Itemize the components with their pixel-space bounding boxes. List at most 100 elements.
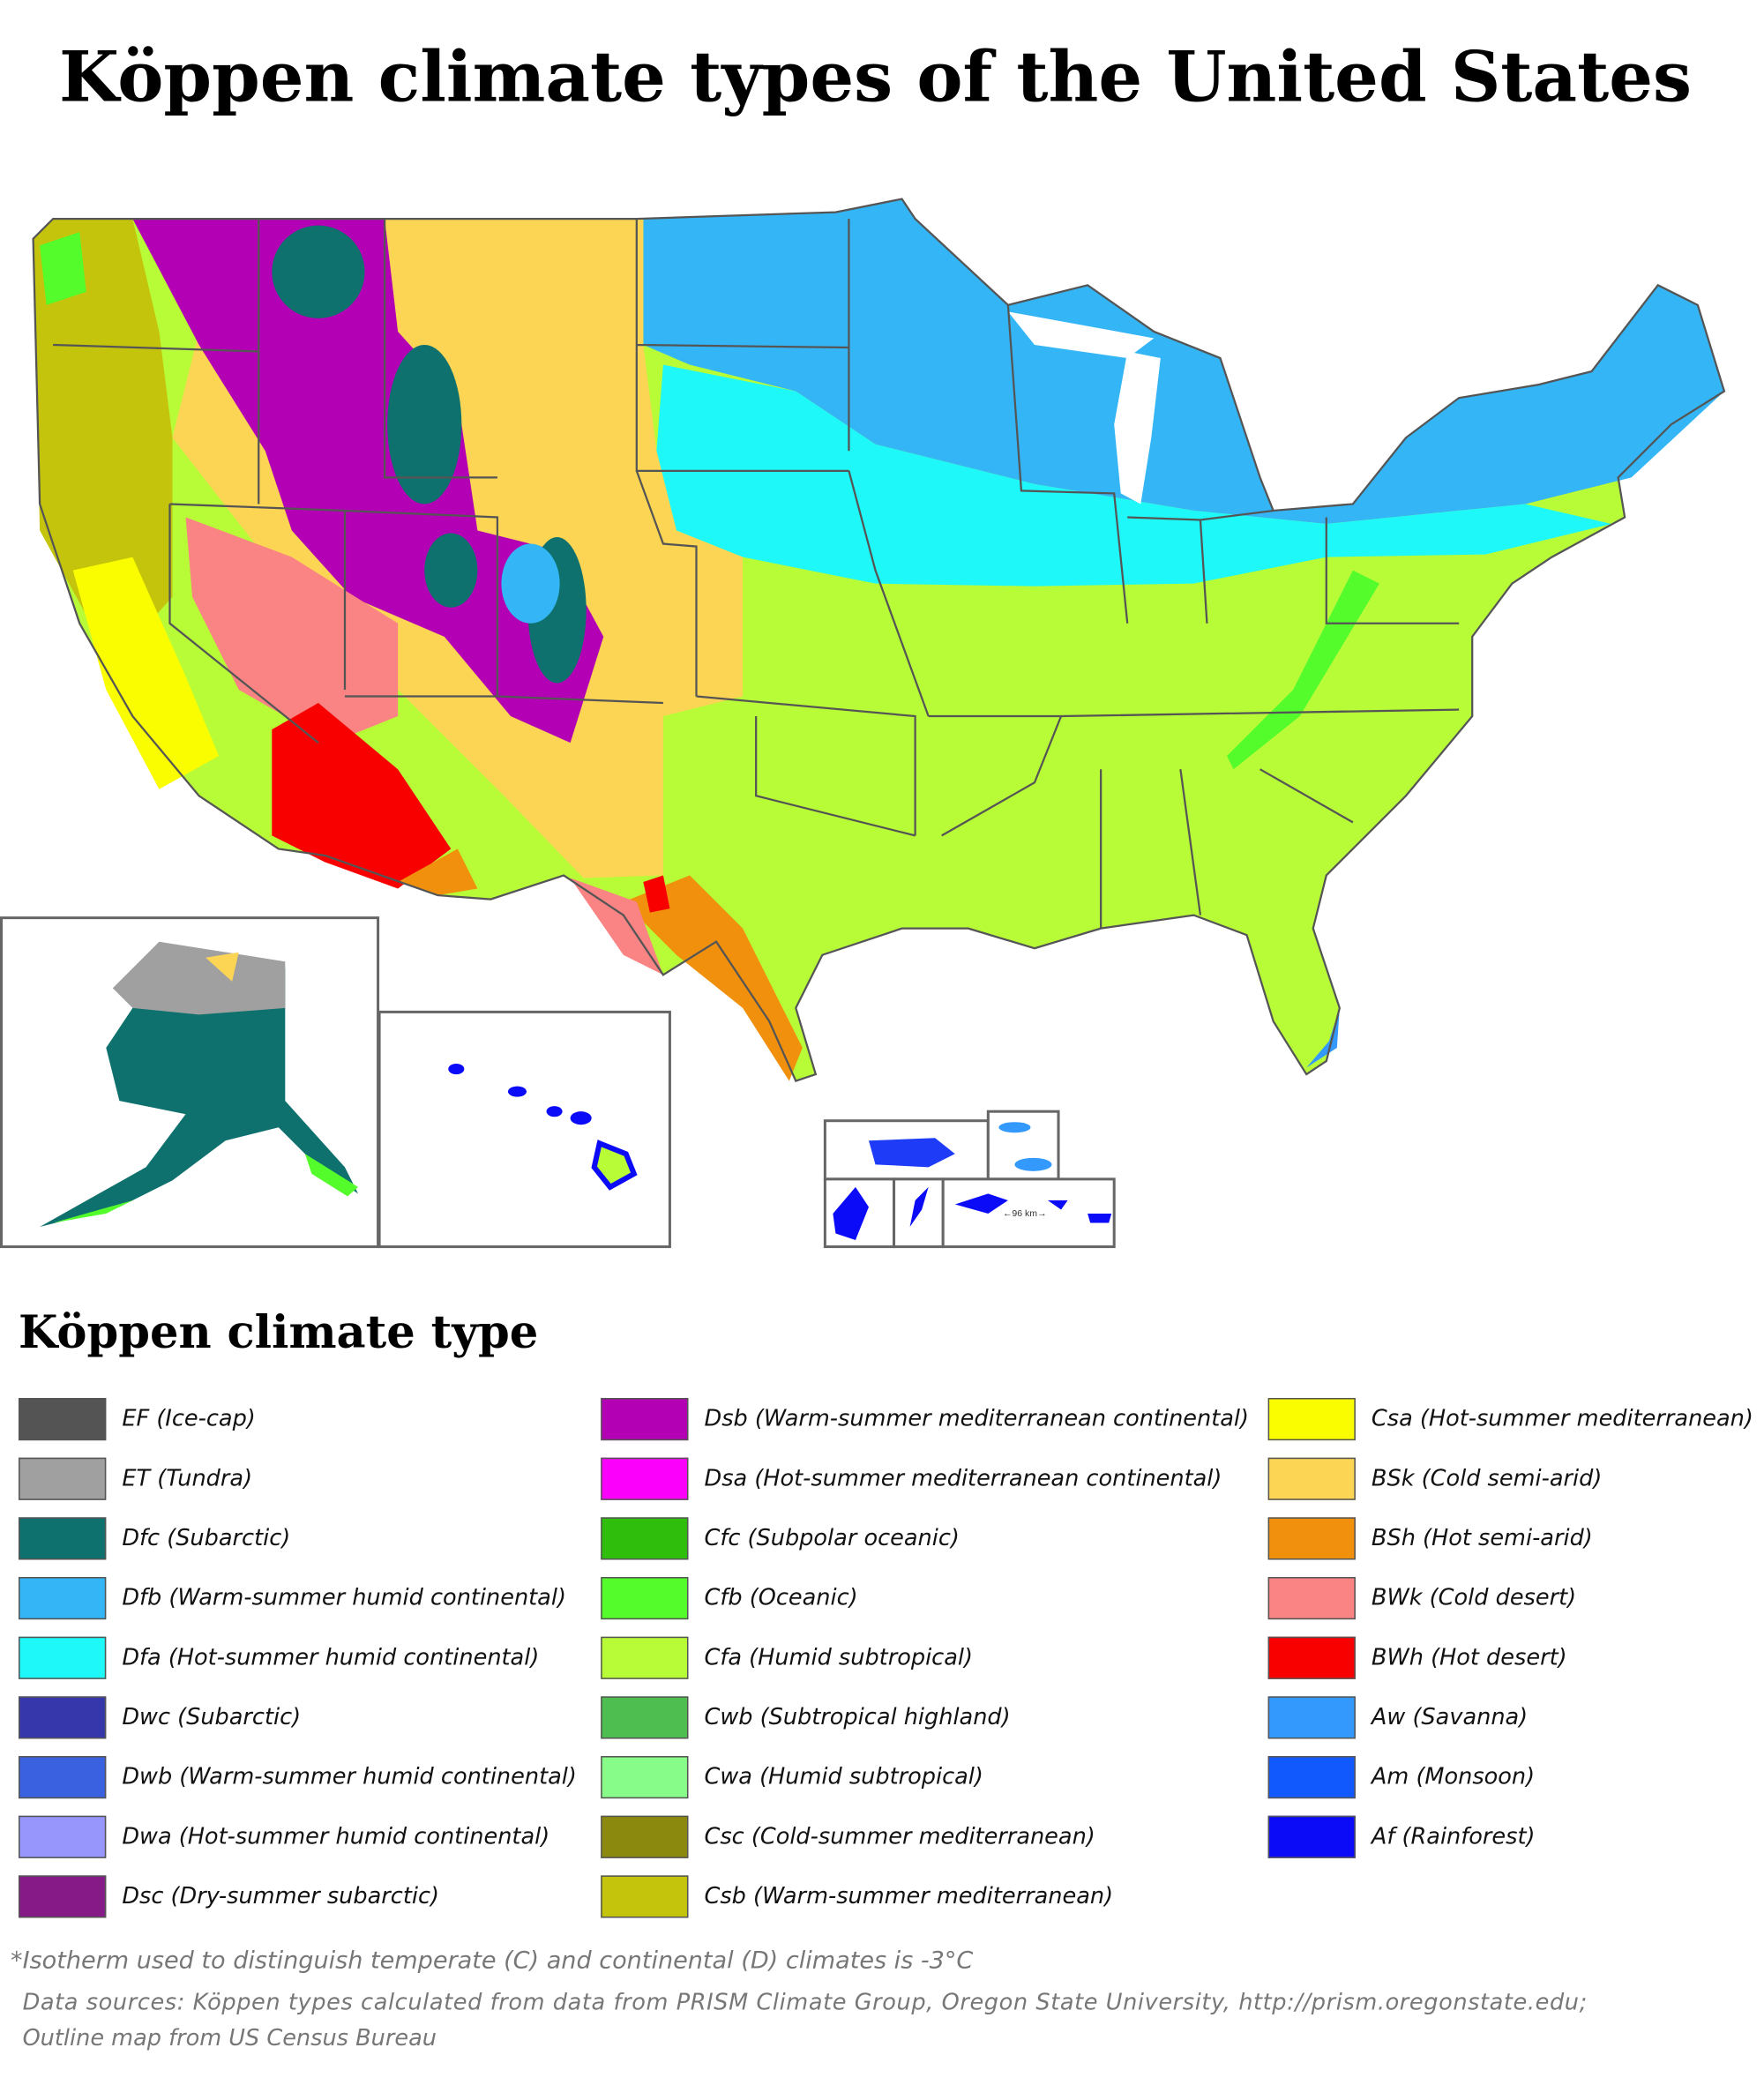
climate-map: ←96 km→ bbox=[0, 198, 1726, 1249]
legend-swatch bbox=[601, 1457, 689, 1500]
legend-item: Cfb (Oceanic) bbox=[601, 1576, 858, 1621]
region-dfc bbox=[272, 225, 365, 318]
legend-label: Dsb (Warm-summer mediterranean continent… bbox=[704, 1406, 1249, 1433]
legend-item: Cwb (Subtropical highland) bbox=[601, 1695, 1011, 1740]
legend-item: Dfb (Warm-summer humid continental) bbox=[19, 1576, 566, 1621]
legend-item: BWk (Cold desert) bbox=[1267, 1576, 1577, 1621]
legend-swatch bbox=[1267, 1756, 1356, 1799]
legend-label: Aw (Savanna) bbox=[1371, 1704, 1529, 1731]
legend-item: Aw (Savanna) bbox=[1267, 1695, 1529, 1740]
region-dfa bbox=[656, 364, 1612, 587]
legend-swatch bbox=[1267, 1398, 1356, 1441]
lake-superior bbox=[1007, 311, 1155, 359]
legend-swatch bbox=[1267, 1517, 1356, 1560]
region-dfb bbox=[643, 198, 1724, 525]
legend-item: Cfa (Humid subtropical) bbox=[601, 1635, 973, 1680]
legend-label: Am (Monsoon) bbox=[1371, 1764, 1536, 1791]
legend-swatch bbox=[601, 1696, 689, 1739]
region-bwh-tx bbox=[643, 875, 670, 913]
legend-label: ET (Tundra) bbox=[122, 1465, 253, 1492]
legend-item: BSk (Cold semi-arid) bbox=[1267, 1456, 1603, 1501]
region-csb bbox=[33, 219, 173, 663]
legend-label: EF (Ice-cap) bbox=[122, 1406, 256, 1433]
legend-label: Dsa (Hot-summer mediterranean continenta… bbox=[704, 1465, 1222, 1492]
lake-michigan bbox=[1114, 351, 1161, 504]
legend-item: Dwa (Hot-summer humid continental) bbox=[19, 1814, 549, 1859]
footnote: *Isotherm used to distinguish temperate … bbox=[11, 1947, 974, 1976]
legend-label: Dsc (Dry-summer subarctic) bbox=[122, 1883, 439, 1910]
alaska-et bbox=[112, 941, 286, 1015]
legend-swatch bbox=[19, 1696, 107, 1739]
legend-swatch bbox=[19, 1457, 107, 1500]
state-borders bbox=[32, 198, 1726, 1082]
legend-label: Dwc (Subarctic) bbox=[122, 1704, 302, 1731]
region-bwh bbox=[272, 703, 452, 889]
sources-line-1: Data sources: Köppen types calculated fr… bbox=[22, 1989, 1588, 2016]
legend-swatch bbox=[601, 1398, 689, 1441]
legend-item: Dsc (Dry-summer subarctic) bbox=[19, 1874, 439, 1919]
alaska-inset bbox=[0, 916, 380, 1249]
contiguous-us bbox=[32, 198, 1726, 1082]
legend-label: Cwa (Humid subtropical) bbox=[704, 1764, 983, 1791]
legend-item: Dwc (Subarctic) bbox=[19, 1695, 301, 1740]
legend-label: Csb (Warm-summer mediterranean) bbox=[704, 1883, 1114, 1910]
legend-label: BSk (Cold semi-arid) bbox=[1371, 1465, 1603, 1492]
region-bsh bbox=[398, 848, 803, 1081]
legend-item: Af (Rainforest) bbox=[1267, 1814, 1536, 1859]
region-cfb bbox=[40, 232, 86, 305]
legend-item: ET (Tundra) bbox=[19, 1456, 252, 1501]
alaska-bsk bbox=[206, 952, 239, 982]
alaska-dfc bbox=[40, 968, 359, 1228]
legend-label: Cfb (Oceanic) bbox=[704, 1585, 858, 1612]
legend-item: Cwa (Humid subtropical) bbox=[601, 1755, 983, 1800]
legend-swatch bbox=[601, 1636, 689, 1679]
legend-item: BWh (Hot desert) bbox=[1267, 1635, 1567, 1680]
legend-item: Cfc (Subpolar oceanic) bbox=[601, 1516, 960, 1561]
legend-swatch bbox=[1267, 1457, 1356, 1500]
scale-label: ←96 km→ bbox=[1003, 1208, 1047, 1219]
legend-swatch bbox=[19, 1875, 107, 1918]
legend-item: Dfa (Hot-summer humid continental) bbox=[19, 1635, 539, 1680]
legend-swatch bbox=[19, 1517, 107, 1560]
legend-item: Dfc (Subarctic) bbox=[19, 1516, 290, 1561]
territories-inset: ←96 km→ bbox=[823, 1110, 1116, 1249]
region-bwk-tx bbox=[570, 878, 663, 975]
legend-swatch bbox=[601, 1756, 689, 1799]
legend-label: BSh (Hot semi-arid) bbox=[1371, 1525, 1593, 1552]
sources-line-2: Outline map from US Census Bureau bbox=[22, 2025, 437, 2052]
legend-swatch bbox=[19, 1398, 107, 1441]
legend-swatch bbox=[601, 1517, 689, 1560]
legend-item: Csb (Warm-summer mediterranean) bbox=[601, 1874, 1113, 1919]
legend-item: Csa (Hot-summer mediterranean) bbox=[1267, 1397, 1753, 1442]
legend-item: Csc (Cold-summer mediterranean) bbox=[601, 1814, 1095, 1859]
legend-label: Cfa (Humid subtropical) bbox=[704, 1644, 973, 1671]
legend-item: Dwb (Warm-summer humid continental) bbox=[19, 1755, 577, 1800]
legend-label: Csc (Cold-summer mediterranean) bbox=[704, 1823, 1095, 1850]
legend-swatch bbox=[1267, 1696, 1356, 1739]
legend-label: Dwb (Warm-summer humid continental) bbox=[122, 1764, 577, 1791]
region-dfb-mtn bbox=[501, 543, 560, 624]
legend-item: Am (Monsoon) bbox=[1267, 1755, 1536, 1800]
legend-swatch bbox=[19, 1815, 107, 1858]
legend-label: Dwa (Hot-summer humid continental) bbox=[122, 1823, 550, 1850]
legend-label: Cfc (Subpolar oceanic) bbox=[704, 1525, 960, 1552]
legend-swatch bbox=[601, 1577, 689, 1620]
legend-swatch bbox=[601, 1875, 689, 1918]
hawaii-inset bbox=[377, 1010, 671, 1249]
legend-label: Csa (Hot-summer mediterranean) bbox=[1371, 1406, 1753, 1433]
legend-label: BWk (Cold desert) bbox=[1371, 1585, 1577, 1612]
legend-label: Cwb (Subtropical highland) bbox=[704, 1704, 1011, 1731]
legend-swatch bbox=[19, 1756, 107, 1799]
legend-swatch bbox=[601, 1815, 689, 1858]
legend-item: Dsb (Warm-summer mediterranean continent… bbox=[601, 1397, 1249, 1442]
alaska-cfb bbox=[53, 1154, 359, 1223]
legend-swatch bbox=[19, 1577, 107, 1620]
region-csa bbox=[72, 557, 220, 789]
legend-label: Af (Rainforest) bbox=[1371, 1823, 1536, 1850]
legend-title: Köppen climate type bbox=[19, 1306, 539, 1360]
legend-label: Dfa (Hot-summer humid continental) bbox=[122, 1644, 540, 1671]
legend-item: EF (Ice-cap) bbox=[19, 1397, 256, 1442]
legend-swatch bbox=[1267, 1815, 1356, 1858]
legend-swatch bbox=[1267, 1577, 1356, 1620]
